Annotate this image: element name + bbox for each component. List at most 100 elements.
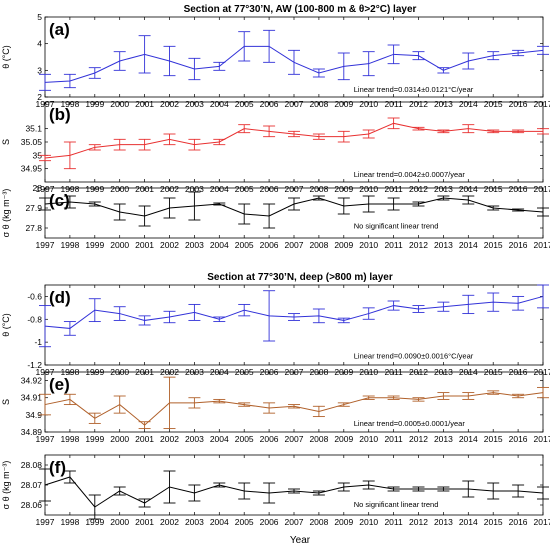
trend-annotation: Linear trend=0.0005±0.0001/year <box>354 419 466 428</box>
series-line <box>44 45 544 83</box>
y-axis-label: θ (°C) <box>1 313 11 337</box>
x-tick-label: 1997 <box>36 517 55 527</box>
x-tick-label: 2017 <box>534 517 550 527</box>
y-tick-label: 5 <box>37 12 42 22</box>
panel-label: (a) <box>49 20 70 39</box>
x-tick-label: 2016 <box>509 517 528 527</box>
panel-e: 1997 1998 1999 2000 2001 2002 2003 2004 2005 2006… <box>1 371 550 444</box>
y-axis-label: σ θ (kg m⁻³) <box>1 189 11 238</box>
x-tick-label: 2017 <box>534 99 550 109</box>
x-tick-label: 2010 <box>359 240 378 250</box>
x-tick-label: 2005 <box>235 517 254 527</box>
x-tick-label: 2016 <box>509 240 528 250</box>
x-tick-label: 2007 <box>285 240 304 250</box>
x-tick-label: 2014 <box>459 434 478 444</box>
series-line <box>44 197 544 217</box>
x-tick-label: 2002 <box>160 517 179 527</box>
series-line <box>44 392 544 426</box>
x-tick-label: 2009 <box>334 240 353 250</box>
y-axis-label: S <box>1 399 11 405</box>
panel-c: 1997 1998 1999 2000 2001 2002 2003 2004 2005 2006… <box>1 183 550 250</box>
x-tick-label: 2017 <box>534 434 550 444</box>
x-tick-label: 2004 <box>210 240 229 250</box>
y-axis-label: θ (°C) <box>1 45 11 69</box>
x-tick-label: 2008 <box>309 434 328 444</box>
x-tick-label: 2010 <box>359 517 378 527</box>
x-axis-label: Year <box>290 535 311 546</box>
y-tick-label: 28.08 <box>21 460 43 470</box>
x-tick-label: 2017 <box>534 184 550 194</box>
y-tick-label: 34.95 <box>21 164 43 174</box>
y-tick-label: 34.92 <box>21 376 43 386</box>
x-tick-label: 2013 <box>434 517 453 527</box>
panels-group: 1997 1998 1999 2000 2001 2002 2003 2004 2005 2006… <box>1 12 550 527</box>
trend-annotation: Linear trend=0.0042±0.0007/year <box>354 170 466 179</box>
x-tick-label: 2000 <box>110 517 129 527</box>
x-tick-label: 1998 <box>60 517 79 527</box>
y-tick-label: 28.06 <box>21 500 43 510</box>
y-tick-label: 28.07 <box>21 480 43 490</box>
y-tick-label: 35.05 <box>21 137 43 147</box>
y-tick-label: -0.6 <box>27 291 42 301</box>
x-tick-label: 2006 <box>260 240 279 250</box>
panel-label: (b) <box>49 105 71 124</box>
x-tick-label: 2003 <box>185 434 204 444</box>
x-tick-label: 1999 <box>85 434 104 444</box>
series-line <box>44 476 544 508</box>
panel-f: 1997 1998 1999 2000 2001 2002 2003 2004 2005 2006… <box>1 454 550 527</box>
y-tick-label: -1.2 <box>27 360 42 370</box>
x-tick-label: 1998 <box>60 434 79 444</box>
y-tick-label: 34.89 <box>21 427 43 437</box>
x-tick-label: 2012 <box>409 240 428 250</box>
x-tick-label: 2014 <box>459 517 478 527</box>
x-tick-label: 1999 <box>85 240 104 250</box>
x-tick-label: 2007 <box>285 434 304 444</box>
section-title-aw: Section at 77°30’N, AW (100-800 m & θ>2°… <box>184 4 417 15</box>
y-tick-label: 27.9 <box>25 203 42 213</box>
x-tick-label: 2015 <box>484 517 503 527</box>
y-tick-label: 34.9 <box>25 410 42 420</box>
y-tick-label: 35.1 <box>25 124 42 134</box>
panel-label: (f) <box>49 458 66 477</box>
y-tick-label: 28 <box>33 183 43 193</box>
x-tick-label: 2003 <box>185 517 204 527</box>
x-tick-label: 2011 <box>384 434 403 444</box>
x-tick-label: 2013 <box>434 240 453 250</box>
y-tick-label: 2 <box>37 92 42 102</box>
panel-b: 1997 1998 1999 2000 2001 2002 2003 2004 2005 2006… <box>1 101 550 194</box>
y-axis-label: S <box>1 139 11 145</box>
x-tick-label: 2005 <box>235 240 254 250</box>
y-axis-label: σ θ (kg m⁻³) <box>1 461 11 510</box>
panel-a: 1997 1998 1999 2000 2001 2002 2003 2004 2005 2006… <box>1 12 550 109</box>
x-tick-label: 2008 <box>309 517 328 527</box>
x-tick-label: 2009 <box>334 517 353 527</box>
x-tick-label: 2006 <box>260 434 279 444</box>
x-tick-label: 2014 <box>459 240 478 250</box>
x-tick-label: 2001 <box>135 517 154 527</box>
x-tick-label: 2012 <box>409 517 428 527</box>
x-tick-label: 2012 <box>409 434 428 444</box>
x-tick-label: 1999 <box>85 517 104 527</box>
x-tick-label: 2011 <box>384 240 403 250</box>
x-tick-label: 2013 <box>434 434 453 444</box>
x-tick-label: 1997 <box>36 240 55 250</box>
panel-label: (e) <box>49 375 70 394</box>
section-title-deep: Section at 77°30’N, deep (>800 m) layer <box>207 272 393 283</box>
panel-label: (d) <box>49 288 71 307</box>
y-tick-label: 27.8 <box>25 223 42 233</box>
x-tick-label: 2011 <box>384 517 403 527</box>
x-tick-label: 1998 <box>60 240 79 250</box>
x-tick-label: 2003 <box>185 240 204 250</box>
panel-label: (c) <box>49 191 70 210</box>
x-tick-label: 2017 <box>534 240 550 250</box>
y-tick-label: 4 <box>37 39 42 49</box>
y-tick-label: -0.8 <box>27 314 42 324</box>
x-tick-label: 2000 <box>110 240 129 250</box>
x-tick-label: 2000 <box>110 434 129 444</box>
x-tick-label: 2015 <box>484 434 503 444</box>
x-tick-label: 2001 <box>135 240 154 250</box>
x-tick-label: 2015 <box>484 240 503 250</box>
y-tick-label: 35 <box>33 150 43 160</box>
x-tick-label: 1997 <box>36 434 55 444</box>
x-tick-label: 2010 <box>359 434 378 444</box>
